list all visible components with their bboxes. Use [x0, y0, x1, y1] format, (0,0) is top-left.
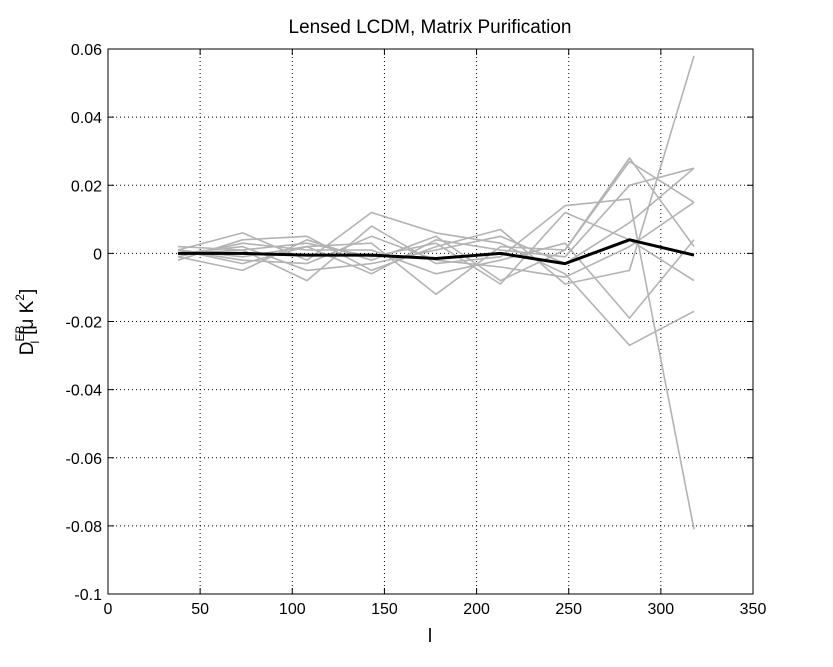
series-line-realization-9 [177, 211, 695, 285]
series-line-realization-5 [177, 157, 695, 296]
y-tick-label: 0 [93, 246, 102, 263]
y-label-sup: EB [13, 326, 27, 342]
y-tick-label: -0.08 [66, 519, 103, 536]
x-tick-label: 350 [740, 601, 767, 618]
y-tick-label: -0.02 [66, 315, 103, 332]
grid-layer [108, 49, 753, 594]
y-label-unit-sup: 2 [13, 294, 27, 301]
x-tick-label: 100 [279, 601, 306, 618]
series-layer [177, 55, 695, 530]
x-tick-label: 200 [463, 601, 490, 618]
y-tick-label: -0.1 [74, 587, 102, 604]
y-label-base: D [17, 342, 38, 356]
y-axis-label: DEBl [μ K2] [13, 289, 42, 356]
y-tick-label: 0.02 [71, 178, 102, 195]
x-tick-label: 150 [371, 601, 398, 618]
y-tick-label: -0.04 [66, 383, 103, 400]
series-line-realization-4 [177, 55, 695, 285]
x-tick-label: 0 [104, 601, 113, 618]
tick-layer: 0 50 100 150 200 250 300 350 -0.1 -0.08 -0.06 -0.04… [66, 42, 767, 618]
series-line-realization-8 [177, 201, 695, 279]
y-label-unit-suffix: ] [17, 289, 38, 294]
series-line-realization-7 [177, 239, 695, 319]
x-axis-label: l [428, 626, 432, 647]
x-tick-label: 250 [555, 601, 582, 618]
y-label-unit-prefix: [μ K [17, 300, 38, 335]
series-line-realization-3 [177, 198, 695, 530]
x-tick-label: 50 [191, 601, 209, 618]
chart-title: Lensed LCDM, Matrix Purification [289, 17, 572, 38]
series-line-mean [178, 238, 695, 266]
y-label-sub: l [28, 341, 42, 344]
y-tick-label: 0.06 [71, 42, 102, 59]
x-tick-label: 300 [648, 601, 675, 618]
y-tick-label: 0.04 [71, 110, 102, 127]
y-tick-label: -0.06 [66, 451, 103, 468]
series-line-realization-1 [177, 211, 695, 347]
